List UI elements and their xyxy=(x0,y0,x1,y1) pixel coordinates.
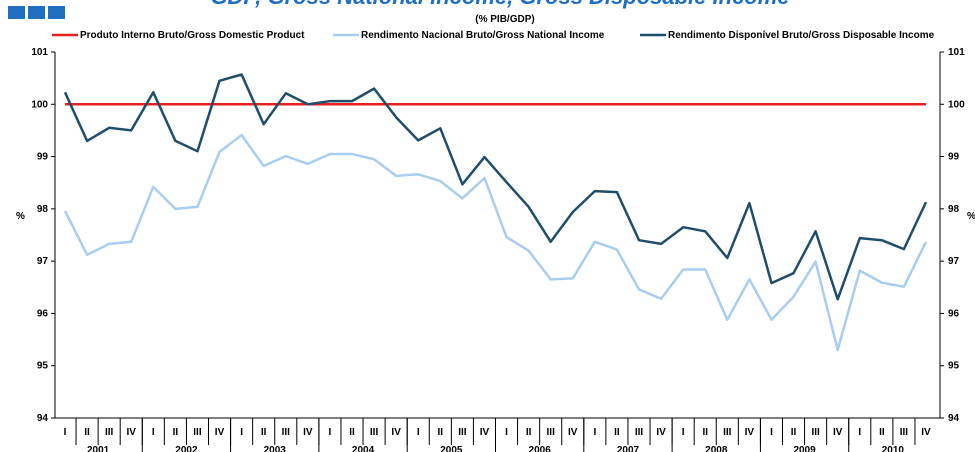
x-tick-label: IV xyxy=(303,427,313,438)
y2-axis-label: % xyxy=(967,211,975,222)
x-tick-label: III xyxy=(723,427,732,438)
x-tick-label: I xyxy=(858,427,861,438)
x-tick-label: I xyxy=(64,427,67,438)
x-tick-label: III xyxy=(547,427,556,438)
x-tick-label: IV xyxy=(127,427,137,438)
y-tick-label: 96 xyxy=(37,308,49,319)
y-tick-label: 99 xyxy=(37,152,49,163)
x-tick-label: II xyxy=(614,427,620,438)
x-tick-label: III xyxy=(105,427,114,438)
x-tick-label: I xyxy=(417,427,420,438)
x-tick-label: I xyxy=(329,427,332,438)
x-tick-label: IV xyxy=(921,427,931,438)
y-tick-label: 94 xyxy=(37,413,49,424)
x-tick-label: I xyxy=(593,427,596,438)
x-group-label: 2003 xyxy=(264,445,287,452)
y2-tick-label: 95 xyxy=(948,361,960,372)
logo-block xyxy=(48,6,65,19)
y-tick-label: 95 xyxy=(37,361,49,372)
x-tick-label: IV xyxy=(833,427,843,438)
y-tick-label: 100 xyxy=(31,99,48,110)
x-tick-label: II xyxy=(349,427,355,438)
x-tick-label: IV xyxy=(656,427,666,438)
series-line xyxy=(63,73,928,301)
x-tick-label: II xyxy=(879,427,885,438)
x-tick-label: II xyxy=(702,427,708,438)
x-group-label: 2002 xyxy=(175,445,198,452)
x-tick-label: II xyxy=(526,427,532,438)
x-tick-label: IV xyxy=(745,427,755,438)
x-group-label: 2009 xyxy=(793,445,816,452)
x-tick-label: III xyxy=(193,427,202,438)
x-tick-label: III xyxy=(900,427,909,438)
x-tick-label: III xyxy=(458,427,467,438)
x-group-label: 2005 xyxy=(440,445,463,452)
x-tick-label: III xyxy=(282,427,291,438)
y2-tick-label: 98 xyxy=(948,204,960,215)
y2-tick-label: 97 xyxy=(948,256,960,267)
y-tick-label: 97 xyxy=(37,256,49,267)
x-tick-label: IV xyxy=(480,427,490,438)
x-tick-label: III xyxy=(635,427,644,438)
x-tick-label: IV xyxy=(568,427,578,438)
x-group-label: 2008 xyxy=(705,445,728,452)
x-tick-label: II xyxy=(173,427,179,438)
x-group-label: 2001 xyxy=(87,445,110,452)
x-tick-label: II xyxy=(84,427,90,438)
x-tick-label: I xyxy=(770,427,773,438)
x-tick-label: IV xyxy=(391,427,401,438)
legend-label: Rendimento Disponível Bruto/Gross Dispos… xyxy=(668,30,935,41)
chart-title: GDP, Gross National Income, Gross Dispos… xyxy=(210,0,789,9)
y-tick-label: 101 xyxy=(31,47,48,58)
y2-tick-label: 100 xyxy=(948,99,965,110)
series-line xyxy=(63,133,928,352)
x-group-label: 2010 xyxy=(882,445,905,452)
x-group-label: 2006 xyxy=(529,445,552,452)
x-tick-label: I xyxy=(240,427,243,438)
x-tick-label: I xyxy=(505,427,508,438)
x-tick-label: II xyxy=(261,427,267,438)
y2-tick-label: 101 xyxy=(948,47,965,58)
x-group-label: 2007 xyxy=(617,445,640,452)
x-tick-label: II xyxy=(791,427,797,438)
x-tick-label: I xyxy=(152,427,155,438)
y2-tick-label: 96 xyxy=(948,308,960,319)
x-tick-label: III xyxy=(370,427,379,438)
chart-subtitle: (% PIB/GDP) xyxy=(475,14,534,25)
y-tick-label: 98 xyxy=(37,204,49,215)
x-tick-label: I xyxy=(682,427,685,438)
x-tick-label: II xyxy=(438,427,444,438)
logo-block xyxy=(28,6,45,19)
y2-tick-label: 99 xyxy=(948,152,960,163)
legend-label: Produto Interno Bruto/Gross Domestic Pro… xyxy=(80,30,305,41)
x-tick-label: III xyxy=(811,427,820,438)
legend-label: Rendimento Nacional Bruto/Gross National… xyxy=(361,30,605,41)
x-tick-label: IV xyxy=(215,427,225,438)
y2-tick-label: 94 xyxy=(948,413,960,424)
y-axis-label: % xyxy=(16,211,25,222)
x-group-label: 2004 xyxy=(352,445,375,452)
logo-block xyxy=(8,6,25,19)
